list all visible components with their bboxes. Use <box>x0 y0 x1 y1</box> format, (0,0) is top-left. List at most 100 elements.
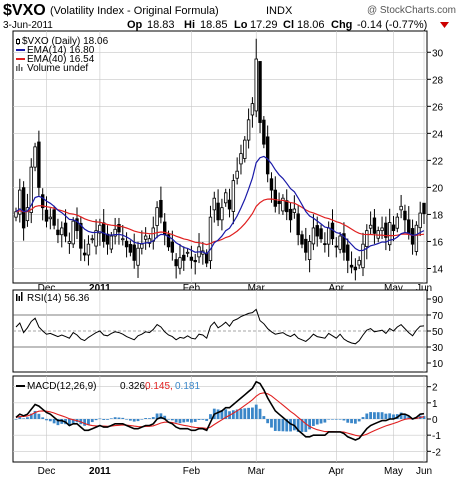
down-arrow-icon <box>440 22 449 28</box>
macd-histogram-bar <box>144 418 148 419</box>
candle-body <box>140 243 144 249</box>
candle-body <box>174 259 178 267</box>
macd-histogram-bar <box>407 416 411 419</box>
candle-body <box>292 208 297 213</box>
macd-x-tick-label: 2011 <box>89 466 111 477</box>
candle-body <box>243 139 247 159</box>
macd-histogram-bar <box>273 419 277 431</box>
candle-body <box>132 244 136 261</box>
macd-histogram-bar <box>67 419 71 426</box>
symbol-title: $VXO <box>3 2 46 19</box>
candle-body <box>113 228 117 237</box>
rsi-legend: RSI(14) 56.36 <box>16 292 90 304</box>
candle-body <box>315 225 319 237</box>
candle-body <box>384 222 388 238</box>
macd-x-tick-label: Apr <box>329 466 345 477</box>
price-y-tick-label: 20 <box>432 183 444 194</box>
close-label: Cl <box>283 19 294 31</box>
candle-body <box>372 217 377 234</box>
macd-y-tick-label: 0 <box>432 415 438 426</box>
macd-histogram-bar <box>376 412 380 419</box>
candle-body <box>265 136 270 175</box>
candle-body <box>304 238 308 253</box>
price-y-tick-label: 24 <box>432 129 444 140</box>
candle-body <box>40 194 45 209</box>
macd-histogram-bar <box>106 419 109 420</box>
candle-body <box>189 256 194 261</box>
quote-date: 3-Jun-2011 <box>3 20 53 31</box>
macd-histogram-bar <box>281 419 285 432</box>
price-y-tick-label: 18 <box>432 210 444 221</box>
macd-legend-signal: 0.145, <box>145 381 173 392</box>
macd-histogram-bar <box>312 419 315 426</box>
macd-histogram-bar <box>94 419 98 421</box>
volume-legend-label: Volume undef <box>27 63 88 74</box>
macd-histogram-bar <box>216 409 220 419</box>
candle-body <box>147 238 152 244</box>
macd-histogram-bar <box>209 414 212 419</box>
candle-body <box>403 210 407 221</box>
candle-body <box>258 61 262 123</box>
candle-body <box>155 207 159 226</box>
candle-body <box>224 192 228 204</box>
change-label: Chg <box>331 19 352 31</box>
macd-histogram-bar <box>186 419 189 422</box>
candle-body <box>33 146 37 168</box>
open-value: 18.83 <box>147 19 175 31</box>
candle-body <box>311 227 316 245</box>
macd-histogram-bar <box>399 412 403 419</box>
volume-legend-icon <box>16 64 23 71</box>
macd-histogram-bar <box>342 419 346 421</box>
macd-histogram-bar <box>334 419 338 420</box>
macd-histogram-bar <box>392 414 395 419</box>
macd-histogram-bar <box>33 410 37 419</box>
price-x-tick-label: Feb <box>183 283 201 294</box>
candle-body <box>349 264 354 268</box>
candle-body <box>346 244 350 261</box>
macd-histogram-bar <box>243 408 247 419</box>
macd-histogram-bar <box>182 419 186 423</box>
macd-histogram-bar <box>163 415 167 419</box>
candle-body <box>326 227 331 245</box>
candle-body <box>21 187 26 229</box>
candle-body <box>235 170 239 179</box>
macd-histogram-bar <box>231 410 235 419</box>
macd-histogram-bar <box>205 419 209 421</box>
macd-histogram-bar <box>258 408 262 419</box>
macd-legend-value: 0.326, <box>120 381 148 392</box>
candle-body <box>269 178 274 191</box>
candle-body <box>182 254 186 261</box>
macd-histogram-bar <box>365 413 369 419</box>
macd-histogram-bar <box>319 419 323 424</box>
change-value: -0.14 (-0.77%) <box>357 19 427 31</box>
ema40-legend-label: EMA(40) 16.54 <box>27 54 95 65</box>
candle-body <box>281 197 285 212</box>
candle-body <box>323 243 327 246</box>
candle-body <box>121 238 125 241</box>
macd-histogram-bar <box>193 419 197 422</box>
candle-body <box>159 199 163 218</box>
macd-histogram-bar <box>41 417 45 419</box>
macd-histogram-bar <box>201 419 205 420</box>
candle-body <box>75 218 79 232</box>
macd-histogram-bar <box>422 416 426 419</box>
candle-body <box>193 259 197 263</box>
macd-histogram-bar <box>132 419 136 422</box>
candle-body <box>29 166 33 213</box>
candle-body <box>86 243 91 256</box>
price-y-tick-label: 28 <box>432 75 444 86</box>
candle-body <box>128 244 133 253</box>
candle-body <box>342 233 346 253</box>
rsi-y-tick-label: 90 <box>432 295 444 306</box>
macd-histogram-bar <box>285 419 289 432</box>
macd-line <box>15 380 425 441</box>
macd-y-tick-label: 2 <box>432 383 438 394</box>
candle-body <box>220 207 224 221</box>
candle-body <box>143 235 148 240</box>
candle-body <box>231 180 236 212</box>
candle-body <box>414 224 419 252</box>
macd-histogram-bar <box>22 418 26 419</box>
macd-x-tick-label: Dec <box>38 466 56 477</box>
candle-body <box>262 119 266 145</box>
macd-histogram-bar <box>346 419 350 423</box>
